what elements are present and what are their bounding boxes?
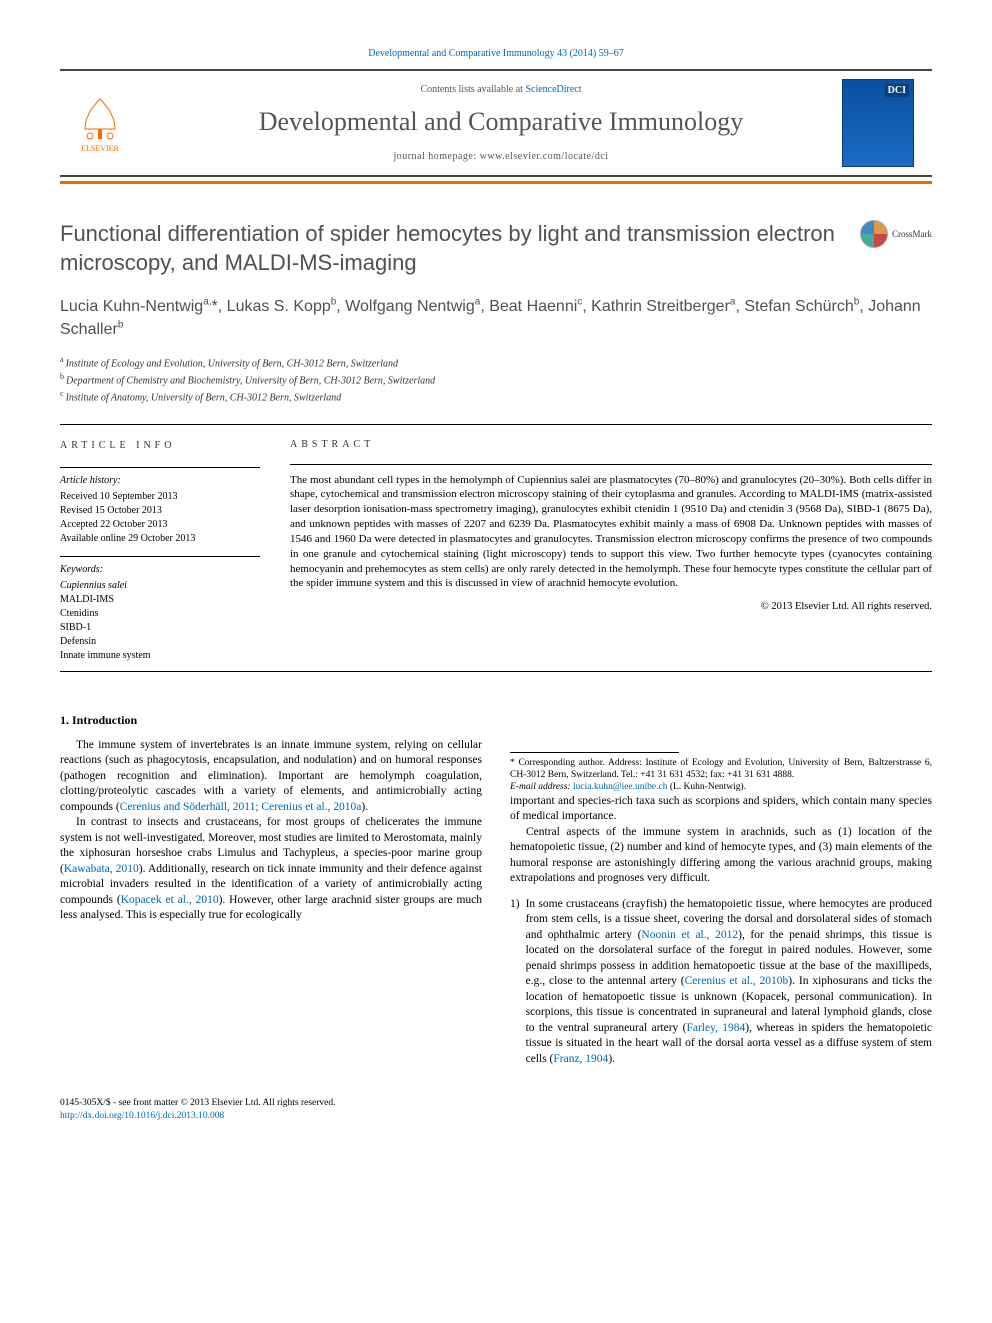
affiliation-line: cInstitute of Anatomy, University of Ber… — [60, 388, 932, 405]
citation-link[interactable]: Kopacek et al., 2010 — [121, 894, 219, 906]
footnote-rule — [510, 752, 679, 753]
info-abstract-grid: article info Article history: Received 1… — [60, 439, 932, 663]
body-columns: 1. Introduction The immune system of inv… — [60, 712, 932, 1068]
elsevier-label: ELSEVIER — [81, 144, 119, 153]
numbered-list-item: 1) In some crustaceans (crayfish) the he… — [510, 897, 932, 1068]
abstract-copyright: © 2013 Elsevier Ltd. All rights reserved… — [290, 601, 932, 612]
affiliations: aInstitute of Ecology and Evolution, Uni… — [60, 354, 932, 406]
keyword-line: Defensin — [60, 635, 260, 649]
history-line: Accepted 22 October 2013 — [60, 518, 260, 532]
contents-line: Contents lists available at ScienceDirec… — [180, 84, 822, 95]
title-row: Functional differentiation of spider hem… — [60, 220, 932, 277]
list-number: 1) — [510, 897, 520, 1068]
affiliation-line: bDepartment of Chemistry and Biochemistr… — [60, 371, 932, 388]
citation-link[interactable]: Franz, 1904 — [553, 1053, 608, 1065]
header-center: Contents lists available at ScienceDirec… — [180, 84, 822, 162]
article-title: Functional differentiation of spider hem… — [60, 220, 840, 277]
sciencedirect-link[interactable]: ScienceDirect — [525, 84, 581, 95]
keyword-line: SIBD-1 — [60, 621, 260, 635]
journal-name: Developmental and Comparative Immunology — [180, 107, 822, 137]
list-text: In some crustaceans (crayfish) the hemat… — [526, 897, 932, 1068]
keywords-label: Keywords: — [60, 563, 260, 577]
header-bar: ELSEVIER Contents lists available at Sci… — [60, 69, 932, 177]
journal-cover-thumb — [842, 79, 914, 167]
history-line: Revised 15 October 2013 — [60, 504, 260, 518]
citation-link[interactable]: Cerenius et al., 2010b — [685, 975, 789, 987]
footnotes: * Corresponding author. Address: Institu… — [510, 757, 932, 794]
abstract-text: The most abundant cell types in the hemo… — [290, 473, 932, 592]
citation-link[interactable]: Cerenius and Söderhäll, 2011; Cerenius e… — [120, 801, 362, 813]
keyword-line: Cupiennius salei — [60, 579, 260, 593]
doi-link[interactable]: http://dx.doi.org/10.1016/j.dci.2013.10.… — [60, 1111, 224, 1121]
history-line: Received 10 September 2013 — [60, 490, 260, 504]
header-citation: Developmental and Comparative Immunology… — [60, 48, 932, 59]
section-heading: 1. Introduction — [60, 712, 482, 728]
abstract-heading: abstract — [290, 439, 932, 450]
citation-link[interactable]: Kawabata, 2010 — [64, 863, 139, 875]
elsevier-logo: ELSEVIER — [60, 83, 140, 163]
divider — [60, 671, 932, 672]
affiliation-line: aInstitute of Ecology and Evolution, Uni… — [60, 354, 932, 371]
keyword-line: Innate immune system — [60, 649, 260, 663]
history-label: Article history: — [60, 474, 260, 488]
email-link[interactable]: lucia.kuhn@iee.unibe.ch — [573, 782, 667, 792]
history-lines: Received 10 September 2013Revised 15 Oct… — [60, 490, 260, 546]
body-para: Central aspects of the immune system in … — [510, 825, 932, 887]
crossmark-icon — [860, 220, 888, 248]
article-info: article info Article history: Received 1… — [60, 439, 260, 663]
info-heading: article info — [60, 439, 260, 453]
body-para: The immune system of invertebrates is an… — [60, 738, 482, 816]
keywords-lines: Cupiennius saleiMALDI-IMSCtenidinsSIBD-1… — [60, 579, 260, 663]
crossmark-badge[interactable]: CrossMark — [860, 220, 932, 248]
page: Developmental and Comparative Immunology… — [0, 0, 992, 1163]
email-line: E-mail address: lucia.kuhn@iee.unibe.ch … — [510, 781, 932, 793]
corresponding-note: * Corresponding author. Address: Institu… — [510, 757, 932, 782]
keyword-line: MALDI-IMS — [60, 593, 260, 607]
divider — [60, 424, 932, 425]
authors: Lucia Kuhn-Nentwiga,*, Lukas S. Koppb, W… — [60, 295, 932, 341]
crossmark-label: CrossMark — [892, 229, 932, 239]
body-para-continued: important and species-rich taxa such as … — [510, 794, 932, 825]
abstract-block: abstract The most abundant cell types in… — [290, 439, 932, 663]
orange-divider — [60, 181, 932, 184]
body-para: In contrast to insects and crustaceans, … — [60, 815, 482, 924]
footer-line: 0145-305X/$ - see front matter © 2013 El… — [60, 1097, 932, 1110]
elsevier-tree-icon — [70, 94, 130, 144]
keyword-line: Ctenidins — [60, 607, 260, 621]
citation-link[interactable]: Farley, 1984 — [686, 1022, 745, 1034]
journal-homepage: journal homepage: www.elsevier.com/locat… — [180, 151, 822, 162]
page-footer: 0145-305X/$ - see front matter © 2013 El… — [60, 1097, 932, 1123]
citation-link[interactable]: Noonin et al., 2012 — [641, 929, 738, 941]
history-line: Available online 29 October 2013 — [60, 532, 260, 546]
